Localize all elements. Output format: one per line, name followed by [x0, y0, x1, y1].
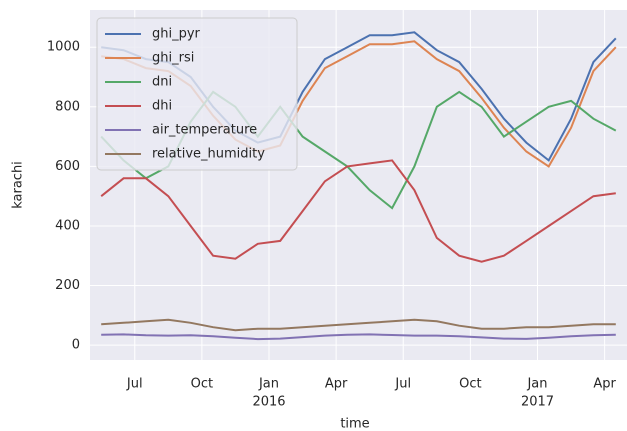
- legend-label: relative_humidity: [152, 147, 265, 162]
- x-tick-label: Apr: [325, 377, 348, 392]
- legend-label: dni: [152, 75, 172, 90]
- legend-label: ghi_pyr: [152, 27, 201, 42]
- legend-label: dhi: [152, 99, 172, 114]
- y-tick-label: 200: [55, 278, 80, 293]
- x-tick-label: Oct: [459, 377, 481, 392]
- x-tick-label: Jan: [526, 377, 547, 392]
- y-tick-label: 1000: [47, 40, 80, 55]
- x-tick-label: Jul: [394, 377, 411, 392]
- x-tick-label: Apr: [593, 377, 616, 392]
- y-tick-label: 800: [55, 99, 80, 114]
- x-tick-label: Oct: [191, 377, 213, 392]
- legend-label: air_temperature: [152, 123, 257, 138]
- x-tick-label: Jan: [258, 377, 279, 392]
- y-tick-label: 600: [55, 159, 80, 174]
- y-tick-label: 0: [72, 338, 80, 353]
- y-axis-label: karachi: [11, 161, 26, 209]
- x-axis-label: time: [340, 417, 369, 431]
- x-tick-year: 2016: [252, 395, 285, 410]
- x-tick-year: 2017: [521, 395, 554, 410]
- legend-label: ghi_rsi: [152, 51, 194, 66]
- legend-box: [96, 17, 298, 171]
- series-line: [101, 333, 616, 341]
- x-tick-label: Jul: [126, 377, 143, 392]
- y-tick-label: 400: [55, 218, 80, 233]
- series-line: [101, 318, 616, 332]
- series-line: [100, 159, 616, 263]
